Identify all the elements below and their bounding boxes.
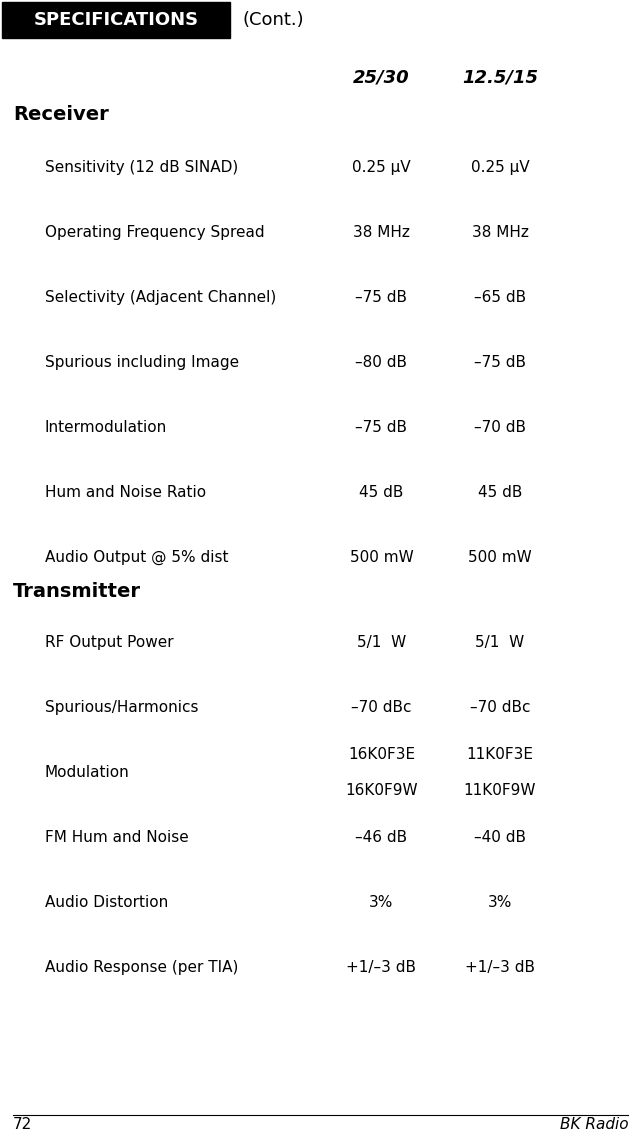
Text: BK Radio: BK Radio: [560, 1117, 628, 1132]
Text: 38 MHz: 38 MHz: [472, 226, 528, 240]
Text: 0.25 μV: 0.25 μV: [470, 160, 529, 176]
Text: 0.25 μV: 0.25 μV: [352, 160, 411, 176]
Text: Receiver: Receiver: [13, 105, 108, 125]
Text: Transmitter: Transmitter: [13, 582, 141, 601]
Text: 25/30: 25/30: [353, 69, 410, 87]
Text: 45 dB: 45 dB: [359, 485, 404, 500]
Text: Operating Frequency Spread: Operating Frequency Spread: [45, 226, 265, 240]
Text: 16K0F9W: 16K0F9W: [345, 784, 418, 798]
Text: FM Hum and Noise: FM Hum and Noise: [45, 830, 188, 845]
Text: Sensitivity (12 dB SINAD): Sensitivity (12 dB SINAD): [45, 160, 238, 176]
Text: Spurious/Harmonics: Spurious/Harmonics: [45, 700, 198, 716]
Text: 5/1  W: 5/1 W: [357, 635, 406, 650]
Text: –80 dB: –80 dB: [355, 355, 408, 371]
Text: Audio Output @ 5% dist: Audio Output @ 5% dist: [45, 550, 228, 566]
Text: (Cont.): (Cont.): [243, 11, 304, 29]
Text: 12.5/15: 12.5/15: [462, 69, 538, 87]
Bar: [2, 2, 230, 37]
Text: 11K0F9W: 11K0F9W: [463, 784, 537, 798]
Text: Selectivity (Adjacent Channel): Selectivity (Adjacent Channel): [45, 290, 276, 305]
Text: Intermodulation: Intermodulation: [45, 421, 167, 435]
Text: –75 dB: –75 dB: [474, 355, 526, 371]
Text: 45 dB: 45 dB: [478, 485, 522, 500]
Text: –75 dB: –75 dB: [355, 421, 408, 435]
Text: 72: 72: [13, 1117, 32, 1132]
Text: Audio Distortion: Audio Distortion: [45, 895, 168, 911]
Text: 3%: 3%: [488, 895, 512, 911]
Text: 500 mW: 500 mW: [468, 550, 532, 565]
Text: Modulation: Modulation: [45, 765, 129, 780]
Text: Hum and Noise Ratio: Hum and Noise Ratio: [45, 485, 206, 500]
Text: 11K0F3E: 11K0F3E: [467, 747, 533, 762]
Text: SPECIFICATIONS: SPECIFICATIONS: [33, 11, 199, 29]
Text: –65 dB: –65 dB: [474, 290, 526, 305]
Text: –70 dBc: –70 dBc: [470, 700, 530, 716]
Text: 3%: 3%: [369, 895, 394, 911]
Text: +1/–3 dB: +1/–3 dB: [346, 960, 417, 975]
Text: 38 MHz: 38 MHz: [353, 226, 410, 240]
Text: 16K0F3E: 16K0F3E: [348, 747, 415, 762]
Text: 5/1  W: 5/1 W: [476, 635, 524, 650]
Text: +1/–3 dB: +1/–3 dB: [465, 960, 535, 975]
Text: –40 dB: –40 dB: [474, 830, 526, 845]
Text: RF Output Power: RF Output Power: [45, 635, 174, 650]
Text: Audio Response (per TIA): Audio Response (per TIA): [45, 960, 238, 975]
Text: –70 dBc: –70 dBc: [351, 700, 412, 716]
Text: 500 mW: 500 mW: [349, 550, 413, 565]
Text: –75 dB: –75 dB: [355, 290, 408, 305]
Text: Spurious including Image: Spurious including Image: [45, 355, 239, 371]
Text: –70 dB: –70 dB: [474, 421, 526, 435]
Text: –46 dB: –46 dB: [355, 830, 408, 845]
